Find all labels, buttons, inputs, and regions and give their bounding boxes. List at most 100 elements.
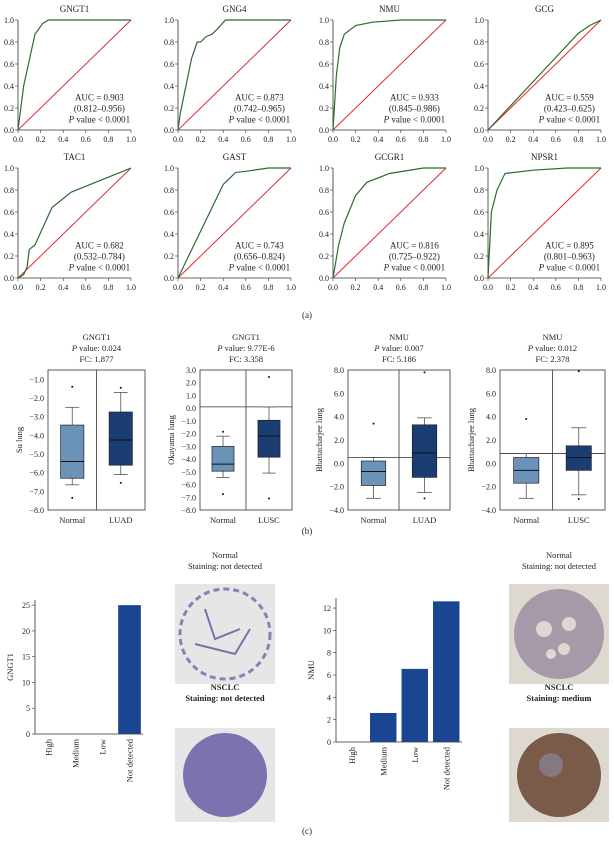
bar-chart-gngt1: 0 5 10 15 20 25 GNGT1 High Medium Low Not detected [5, 600, 143, 782]
y-tick-label: 0.8 [474, 38, 484, 47]
x-tick-label: 0.6 [551, 283, 561, 292]
y-tick-label: 0.0 [164, 126, 174, 135]
group-label: Normal [361, 515, 388, 525]
y-tick-label: 0.2 [4, 252, 14, 261]
y-tick-label: 0.6 [319, 60, 329, 69]
y-tick-label: 4 [327, 693, 331, 702]
roc-chart-gast: GAST 0.00.0 0.2 0.2 0.4 0.4 0.6 0.6 0.8 0.8 1.0 1.0… [164, 152, 296, 292]
y-tick-label: 0.8 [164, 186, 174, 195]
x-tick-label: 0.8 [263, 283, 273, 292]
tissue-strands [194, 608, 251, 656]
x-tick-label: 0.2 [36, 283, 46, 292]
x-tick-label: 0.6 [241, 283, 251, 292]
x-tick-label: 1.0 [286, 283, 296, 292]
group-label: LUAD [413, 515, 437, 525]
x-tick-label: 1.0 [441, 283, 451, 292]
chart-title: GNGT1 [83, 332, 111, 342]
x-tick-label: 0.6 [81, 135, 91, 144]
y-tick-label: 0.4 [4, 82, 14, 91]
y-tick-label: 25 [22, 601, 30, 610]
y-tick-label: 0.0 [319, 126, 329, 135]
panel-label-c: (c) [302, 826, 312, 836]
x-category-label: High [347, 746, 357, 764]
y-tick-label: 0.0 [474, 126, 484, 135]
outlier-point [268, 376, 270, 378]
box-normal [360, 460, 387, 486]
y-tick-label: 4.0 [486, 413, 496, 422]
y-tick-label: 0.2 [319, 104, 329, 113]
roc-curve [332, 19, 446, 131]
ihc-staining-caption: Staining: not detected [185, 693, 265, 703]
x-tick-label: 0.6 [551, 135, 561, 144]
y-tick-label: 0.4 [164, 230, 174, 239]
tissue-gap [562, 617, 576, 631]
chart-title: NPSR1 [531, 152, 558, 162]
x-tick-label: 0.4 [528, 135, 538, 144]
roc-chart-gcgr1: GCGR1 0.00.0 0.2 0.2 0.4 0.4 0.6 0.6 0.8 0.8 1.0 1.… [319, 152, 451, 292]
y-tick-label: −2.0 [329, 483, 344, 492]
y-tick-label: −4.0 [181, 455, 196, 464]
group-label: Normal [59, 515, 86, 525]
x-tick-label: 0.4 [373, 135, 383, 144]
y-tick-label: −4.0 [481, 506, 496, 515]
y-tick-label: 0.8 [164, 38, 174, 47]
auc-label: AUC = 0.895 [545, 240, 594, 250]
auc-label: AUC = 0.816 [390, 240, 439, 250]
y-tick-label: 10 [22, 678, 30, 687]
reference-diagonal [332, 167, 447, 279]
y-tick-label: 0.0 [164, 274, 174, 283]
x-tick-label: 1.0 [126, 283, 136, 292]
y-tick-label: 0.2 [319, 252, 329, 261]
outlier-point [372, 422, 375, 425]
chart-title: GNG4 [223, 4, 247, 14]
box-normal [60, 424, 85, 479]
y-tick-label: 0.0 [319, 274, 329, 283]
y-tick-label: 0.6 [164, 208, 174, 217]
ci-label: (0.845–0.986) [389, 103, 440, 113]
reference-diagonal [177, 167, 292, 279]
reference-diagonal [487, 167, 602, 279]
fold-change-label: FC: 1.877 [79, 354, 113, 364]
x-tick-label: 1.0 [126, 135, 136, 144]
ihc-staining-caption: Staining: not detected [522, 561, 597, 571]
roc-chart-gcg: GCG 0.00.0 0.2 0.2 0.4 0.4 0.6 0.6 0.8 0.8 1.0 1.0 A… [474, 4, 606, 144]
fold-change-label: FC: 5.186 [382, 354, 416, 364]
y-tick-label: 0.8 [319, 186, 329, 195]
ci-label: (0.656–0.824) [234, 251, 285, 261]
x-tick-label: 0.8 [103, 135, 113, 144]
group-label: LUAD [109, 515, 133, 525]
y-tick-label: 2 [327, 716, 331, 725]
x-tick-label: 0.8 [573, 135, 583, 144]
y-tick-label: 1.0 [319, 164, 329, 173]
x-tick-label: 0.6 [241, 135, 251, 144]
x-tick-label: 0.0 [328, 135, 338, 144]
y-axis-label: NMU [306, 660, 316, 680]
x-category-label: Not detected [441, 746, 451, 790]
y-tick-label: −6.0 [181, 481, 196, 490]
tissue-gap [536, 621, 552, 637]
y-axis-label: Bhattacharjee lung [314, 407, 324, 472]
p-value-label: P value < 0.0001 [383, 114, 446, 124]
y-tick-label: 1.0 [319, 16, 329, 25]
roc-chart-npsr1: NPSR1 0.00.0 0.2 0.2 0.4 0.4 0.6 0.6 0.8 0.8 1.0 1.… [474, 152, 606, 292]
x-category-label: Medium [378, 747, 388, 776]
y-tick-label: 0.8 [4, 38, 14, 47]
group-label: LUSC [258, 515, 280, 525]
y-tick-label: −6.0 [29, 469, 44, 478]
roc-chart-tac1: TAC1 0.00.0 0.2 0.2 0.4 0.4 0.6 0.6 0.8 0.8 1.0 1.0… [4, 152, 136, 292]
ci-label: (0.532–0.784) [74, 251, 125, 261]
ihc-title: Normal [546, 550, 573, 560]
y-tick-label: −5.0 [29, 450, 44, 459]
x-tick-label: 0.0 [13, 283, 23, 292]
p-value-label: P value < 0.0001 [383, 262, 446, 272]
x-tick-label: 0.6 [396, 135, 406, 144]
outlier-point [268, 497, 270, 500]
outlier-point [577, 370, 580, 373]
x-tick-label: 0.6 [396, 283, 406, 292]
panel-label-a: (a) [302, 310, 312, 320]
chart-title: NMU [379, 4, 401, 14]
y-tick-label: 1.0 [4, 16, 14, 25]
